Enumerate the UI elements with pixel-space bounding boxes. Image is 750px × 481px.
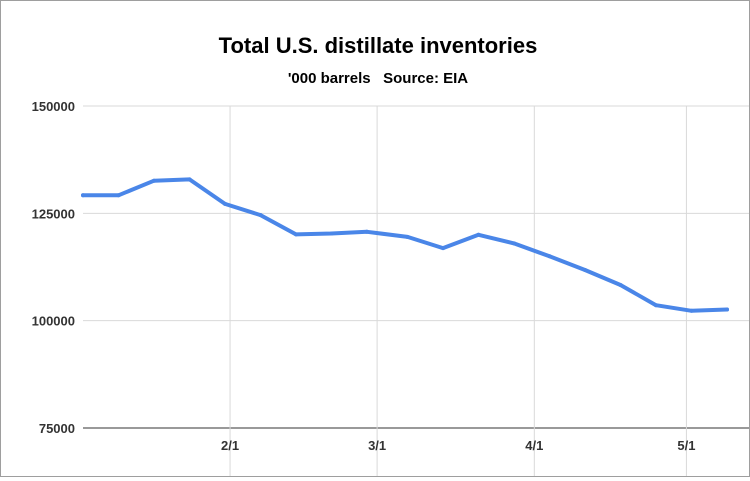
data-point: [654, 303, 659, 308]
data-point: [293, 232, 298, 237]
series-line: [81, 177, 729, 313]
data-point: [116, 193, 121, 198]
data-point: [151, 178, 156, 183]
y-tick-label: 75000: [39, 421, 75, 436]
series-layer: [81, 177, 729, 313]
y-tick-label: 150000: [32, 99, 75, 114]
x-tick-label: 2/1: [221, 438, 239, 453]
y-tick-label: 125000: [32, 206, 75, 221]
data-point: [725, 307, 729, 312]
data-point: [258, 213, 263, 218]
x-tick-label: 4/1: [525, 438, 543, 453]
data-point: [187, 177, 192, 182]
chart-subtitle: '000 barrels Source: EIA: [288, 70, 468, 87]
data-point: [583, 268, 588, 273]
data-point: [476, 232, 481, 237]
chart-title: Total U.S. distillate inventories: [219, 33, 538, 58]
data-point: [547, 254, 552, 259]
gridlines: [83, 105, 749, 476]
axis-labels: 150000 125000 100000 75000 2/1 3/1 4/1 5/1: [32, 99, 696, 453]
data-point: [689, 308, 694, 313]
data-point: [364, 229, 369, 234]
data-point: [222, 201, 227, 206]
data-point: [81, 193, 85, 198]
x-tick-label: 5/1: [677, 438, 695, 453]
data-point: [441, 246, 446, 251]
data-point: [512, 241, 517, 246]
y-tick-label: 100000: [32, 314, 75, 329]
data-point: [618, 283, 623, 288]
data-point: [329, 231, 334, 236]
data-point: [405, 234, 410, 239]
x-tick-label: 3/1: [368, 438, 386, 453]
